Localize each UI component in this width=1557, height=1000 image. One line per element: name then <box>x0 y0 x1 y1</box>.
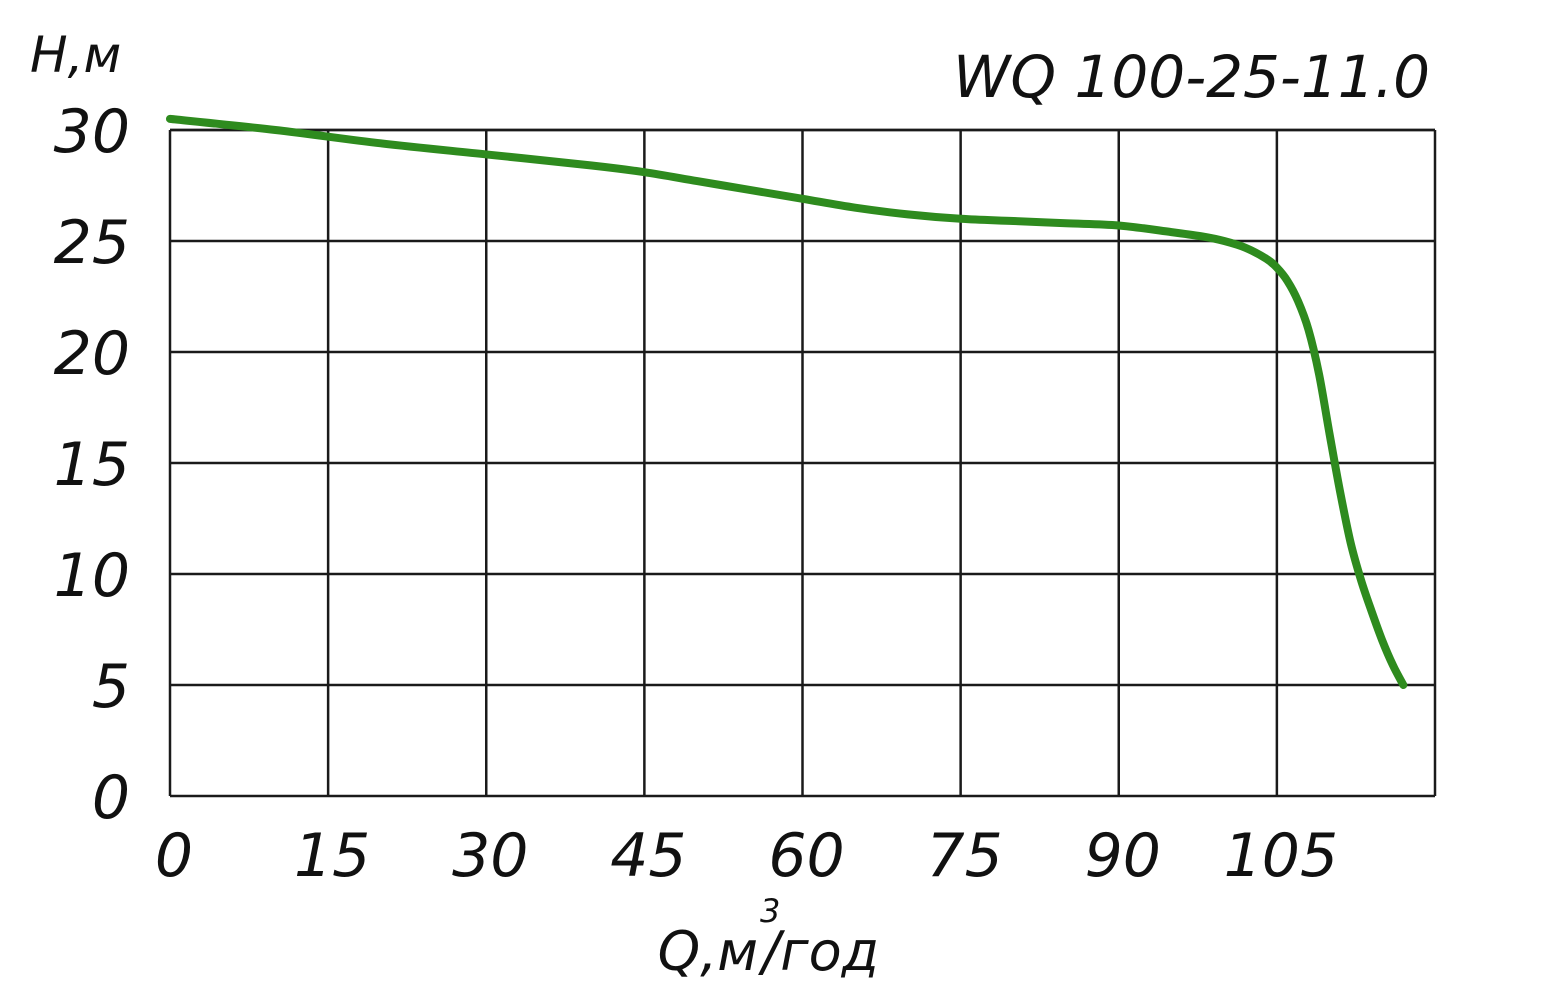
y-tick-label: 30 <box>54 97 130 167</box>
x-tick-label: 0 <box>155 821 193 891</box>
x-tick-label: 90 <box>1085 821 1161 891</box>
x-axis-label-tail: /год <box>758 920 879 983</box>
x-axis-label-main: Q,м <box>658 920 758 983</box>
y-tick-label: 0 <box>92 763 130 833</box>
series-line-0 <box>166 114 1408 689</box>
x-tick-label: 105 <box>1224 821 1339 891</box>
y-tick-label: 25 <box>54 208 130 278</box>
x-tick-label: 45 <box>610 821 686 891</box>
y-tick-label: 15 <box>54 430 130 500</box>
y-tick-label: 10 <box>54 541 130 611</box>
x-tick-label: 30 <box>452 821 528 891</box>
y-tick-label: 5 <box>92 652 130 722</box>
y-axis-label: H,м <box>30 26 121 84</box>
y-tick-label: 20 <box>54 319 130 389</box>
x-axis-label-superscript: 3 <box>760 892 780 930</box>
chart-title: WQ 100-25-11.0 <box>953 43 1430 111</box>
x-axis-label: Q,м 3 /год <box>658 892 879 983</box>
x-tick-label: 60 <box>768 821 844 891</box>
x-axis-ticks: 0 15 30 45 60 75 90 105 <box>155 821 1338 891</box>
x-tick-label: 75 <box>926 821 1002 891</box>
chart-grid <box>168 128 1437 798</box>
x-tick-label: 15 <box>294 821 370 891</box>
series-layer <box>166 114 1408 689</box>
y-axis-ticks: 0 5 10 15 20 25 30 <box>54 97 130 833</box>
